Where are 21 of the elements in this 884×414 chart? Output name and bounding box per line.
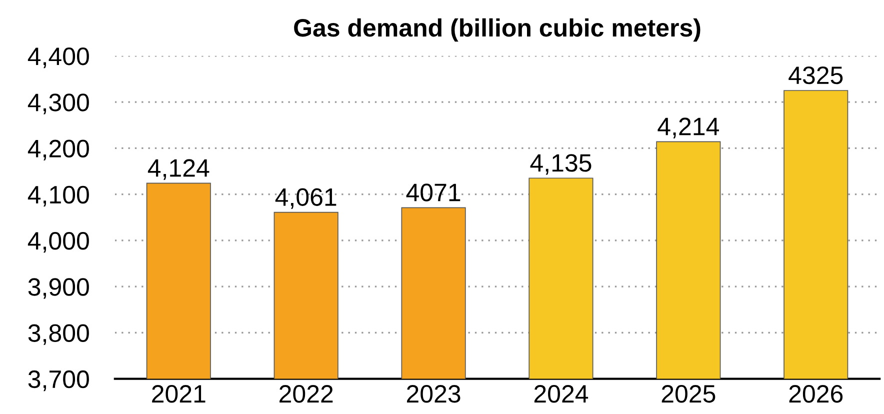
x-tick-label: 2025: [662, 385, 716, 403]
y-tick-label: 4,000: [28, 232, 89, 253]
data-label: 4,135: [530, 154, 592, 175]
y-tick-label: 4,400: [28, 47, 89, 68]
data-label: 4,061: [275, 188, 336, 209]
y-tick-label: 3,800: [28, 324, 89, 345]
y-tick-label: 3,900: [28, 278, 89, 299]
data-label: 4071: [406, 184, 460, 202]
x-tick-label: 2024: [534, 385, 588, 403]
data-label: 4,124: [148, 159, 210, 180]
x-tick-label: 2022: [280, 385, 333, 403]
x-tick-label: 2026: [789, 385, 843, 403]
y-tick-label: 4,300: [28, 94, 89, 114]
y-tick-label: 3,700: [28, 370, 89, 392]
x-tick-label: 2021: [152, 385, 206, 403]
chart-title: Gas demand (billion cubic meters): [294, 18, 700, 42]
x-tick-label: 2023: [406, 385, 460, 403]
y-tick-label: 4,200: [28, 140, 89, 160]
data-label: 4325: [788, 66, 843, 84]
data-label: 4,214: [658, 118, 719, 138]
y-tick-label: 4,100: [28, 186, 89, 207]
